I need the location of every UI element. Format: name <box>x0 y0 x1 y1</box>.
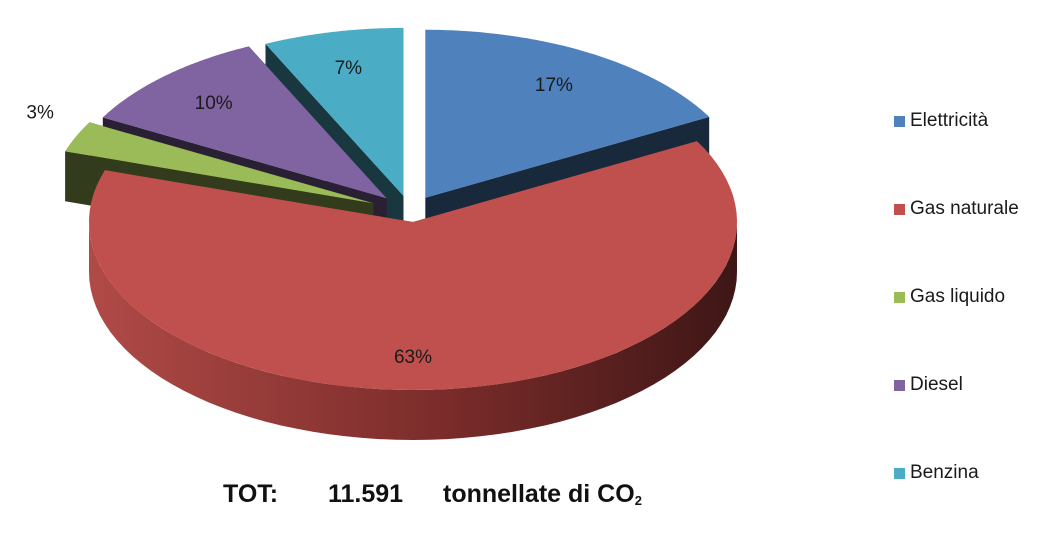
total-unit-text: tonnellate di CO <box>443 480 635 508</box>
legend: Elettricità Gas naturale Gas liquido Die… <box>894 110 1052 550</box>
data-label: 7% <box>335 58 363 79</box>
pie-slice-top <box>425 29 710 198</box>
pie-slice <box>89 141 737 440</box>
data-label: 10% <box>195 93 233 114</box>
data-label: 63% <box>394 347 432 368</box>
total-emissions: TOT: 11.591 tonnellate di CO2 <box>223 480 743 509</box>
pie-slice-side <box>89 222 737 440</box>
data-label: 17% <box>535 75 573 96</box>
legend-swatch <box>894 379 905 391</box>
legend-label: Elettricità <box>910 110 989 131</box>
legend-item-gas-liquido: Gas liquido <box>894 286 1052 308</box>
pie-slice-top <box>102 46 387 199</box>
legend-swatch <box>894 115 905 127</box>
legend-item-diesel: Diesel <box>894 374 1052 396</box>
total-unit-subscript: 2 <box>634 493 642 508</box>
legend-label: Diesel <box>910 374 963 395</box>
pie-slice-top <box>65 122 374 204</box>
legend-item-elettricita: Elettricità <box>894 110 1052 132</box>
legend-label: Gas naturale <box>910 198 1019 219</box>
legend-item-gas-naturale: Gas naturale <box>894 198 1052 220</box>
total-label: TOT: <box>223 480 279 508</box>
total-value: 11.591 <box>328 480 404 508</box>
legend-swatch <box>894 467 905 479</box>
legend-swatch <box>894 203 905 215</box>
legend-swatch <box>894 291 905 303</box>
pie-chart: 7% 10% 3% 17% 63% <box>26 27 737 440</box>
legend-label: Gas liquido <box>910 286 1006 307</box>
data-label: 3% <box>26 103 54 124</box>
total-unit: tonnellate di CO2 <box>443 480 642 509</box>
legend-label: Benzina <box>910 462 979 483</box>
legend-item-benzina: Benzina <box>894 462 1052 484</box>
pie-slice-top <box>89 141 737 390</box>
pie-slice-top <box>265 27 404 196</box>
